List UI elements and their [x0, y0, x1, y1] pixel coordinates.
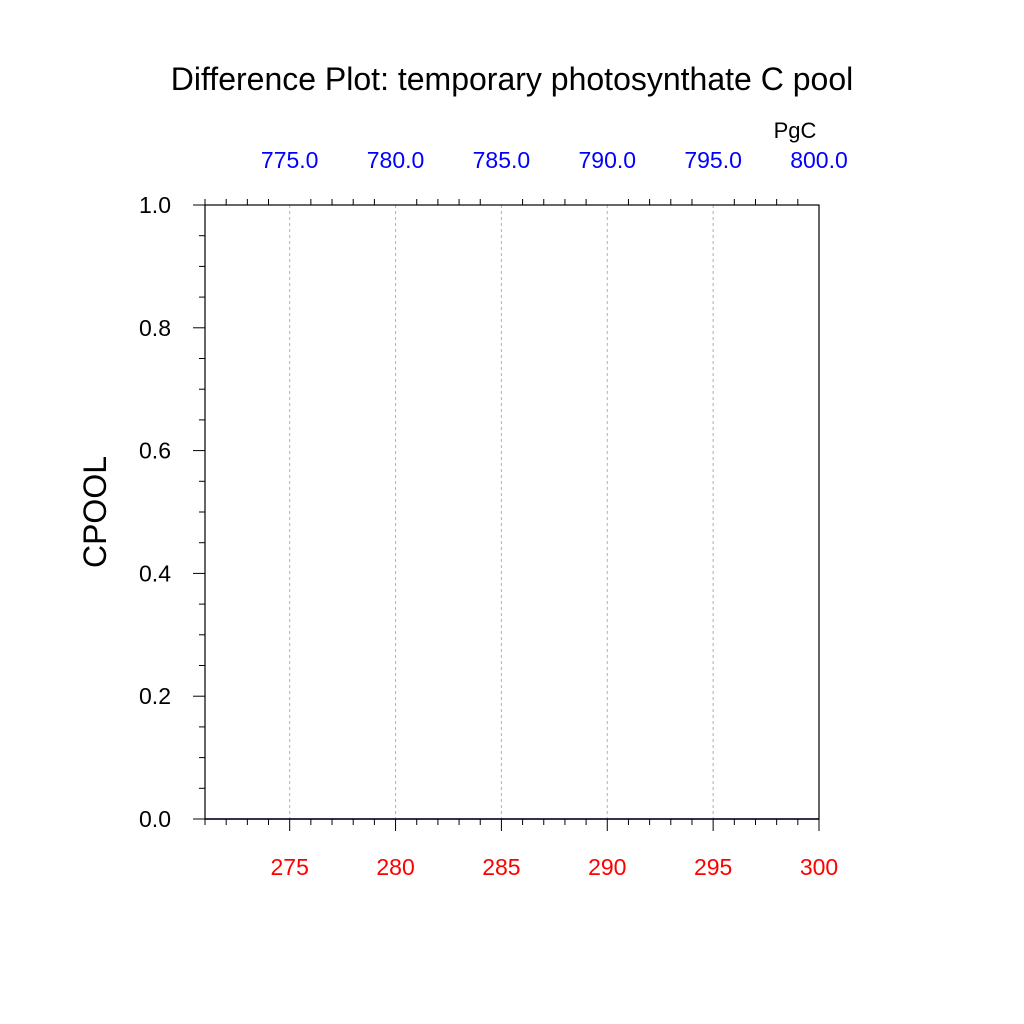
y-tick-label: 0.2: [139, 683, 171, 709]
top-tick-label: 795.0: [684, 147, 742, 173]
y-tick-label: 1.0: [139, 192, 171, 218]
x-tick-label: 280: [376, 854, 414, 880]
tick-labels: 275 280 285 290 295 300 775.0 780.0 785.0 790.0 79…: [139, 147, 848, 880]
x-tick-label: 290: [588, 854, 626, 880]
top-tick-label: 790.0: [578, 147, 636, 173]
gridlines: [289, 205, 714, 819]
y-tick-label: 0.6: [139, 438, 171, 464]
y-tick-label: 0.8: [139, 315, 171, 341]
plot-frame: [204, 204, 820, 820]
x-tick-label: 300: [800, 854, 838, 880]
y-tick-label: 0.4: [139, 560, 171, 586]
top-axis-unit-label: PgC: [774, 118, 817, 143]
y-axis-label: CPOOL: [77, 456, 113, 568]
x-tick-label: 295: [694, 854, 732, 880]
top-tick-label: 780.0: [367, 147, 425, 173]
top-tick-label: 800.0: [790, 147, 848, 173]
top-tick-label: 775.0: [261, 147, 319, 173]
chart-title: Difference Plot: temporary photosynthate…: [171, 61, 853, 97]
x-tick-label: 275: [271, 854, 309, 880]
y-tick-label: 0.0: [139, 806, 171, 832]
axis-ticks: [193, 199, 820, 831]
top-tick-label: 785.0: [473, 147, 531, 173]
x-tick-label: 285: [482, 854, 520, 880]
